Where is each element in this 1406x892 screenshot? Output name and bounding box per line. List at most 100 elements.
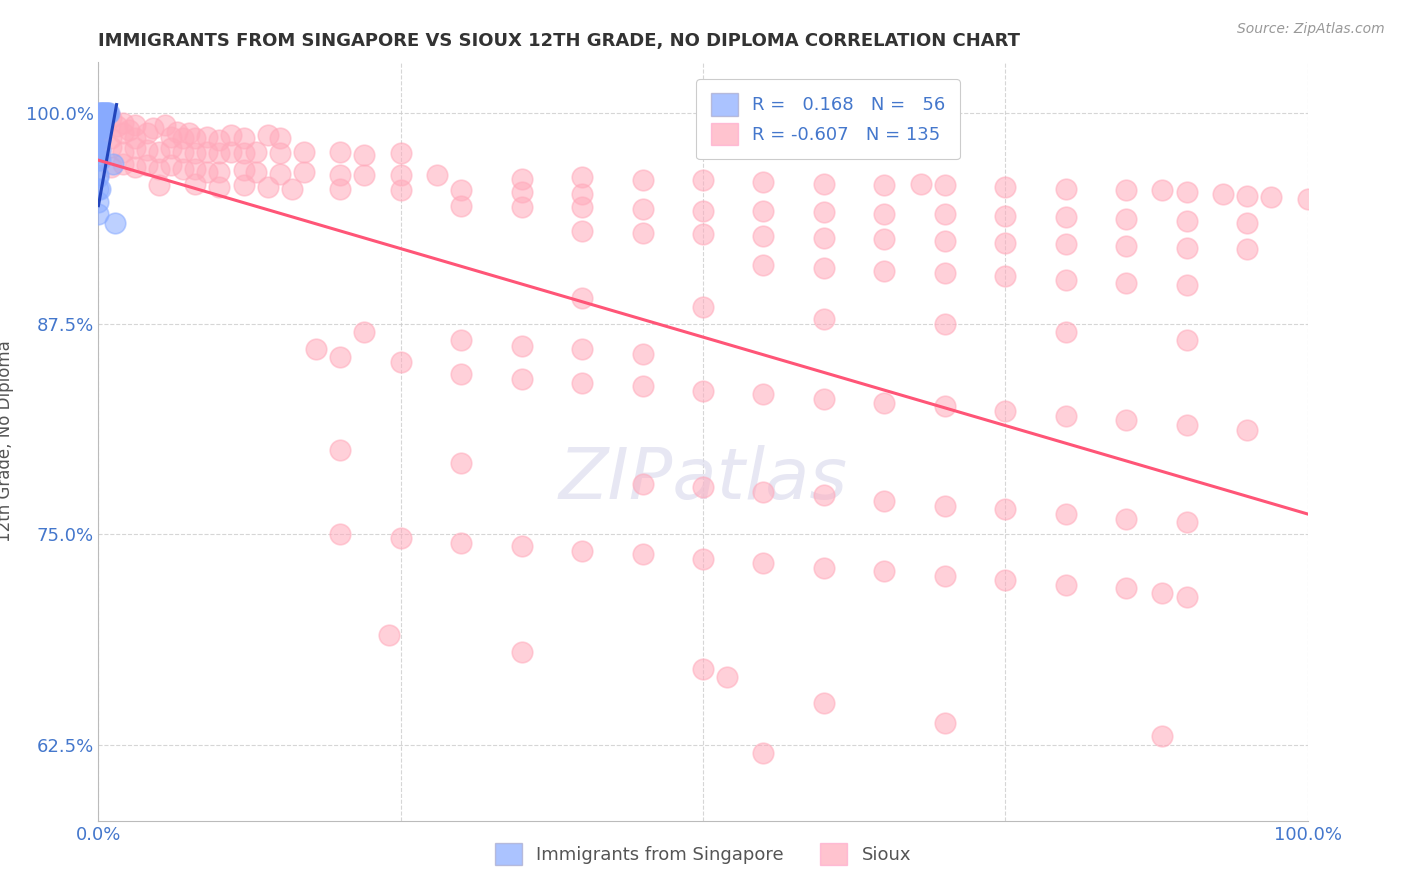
Point (994, 502, 1017, 516)
Point (195, 129, 218, 144)
Point (87, 169, 110, 183)
Point (89, 182, 111, 196)
Point (160, 129, 183, 144)
Point (195, 145, 218, 159)
Point (1175, 417, 1198, 432)
Point (1175, 185, 1198, 199)
Point (873, 493, 896, 508)
Point (389, 531, 412, 545)
Point (692, 300, 714, 314)
Point (692, 227, 714, 242)
Point (813, 488, 835, 502)
Point (329, 527, 352, 541)
Point (910, 177, 932, 191)
Text: IMMIGRANTS FROM SINGAPORE VS SIOUX 12TH GRADE, NO DIPLOMA CORRELATION CHART: IMMIGRANTS FROM SINGAPORE VS SIOUX 12TH … (98, 32, 1021, 50)
Point (450, 334, 472, 348)
Point (752, 203, 775, 218)
Point (1115, 581, 1137, 595)
Point (124, 131, 146, 145)
Point (934, 266, 956, 280)
Point (305, 342, 328, 356)
Point (1054, 211, 1077, 225)
Point (571, 200, 593, 214)
Point (631, 347, 654, 361)
Point (87, 153, 110, 168)
Point (87, 169, 110, 184)
Point (1212, 186, 1234, 201)
Point (1152, 730, 1174, 744)
Point (269, 131, 291, 145)
Point (269, 167, 291, 181)
Point (329, 182, 352, 196)
Point (571, 291, 593, 305)
Point (148, 145, 170, 159)
Point (87, 120, 110, 134)
Point (510, 171, 533, 186)
Point (87, 111, 110, 125)
Point (813, 230, 835, 244)
Point (994, 235, 1017, 250)
Point (87, 106, 110, 120)
Point (631, 476, 654, 491)
Point (148, 161, 170, 176)
Point (98, 106, 121, 120)
Point (1054, 507, 1077, 521)
Point (91, 120, 114, 134)
Point (184, 177, 207, 191)
Point (184, 131, 207, 145)
Point (153, 118, 176, 132)
Point (89, 118, 111, 132)
Point (89, 131, 111, 145)
Point (450, 367, 472, 381)
Text: ZIPatlas: ZIPatlas (558, 445, 848, 514)
Point (450, 199, 472, 213)
Point (692, 173, 714, 187)
Point (111, 145, 134, 159)
Point (97, 106, 120, 120)
Point (208, 133, 231, 147)
Point (89, 111, 111, 125)
Point (221, 145, 243, 159)
Point (281, 182, 304, 196)
Point (221, 128, 243, 142)
Point (96, 106, 118, 120)
Point (329, 442, 352, 457)
Point (232, 131, 254, 145)
Point (111, 116, 134, 130)
Point (100, 131, 122, 145)
Point (160, 158, 183, 172)
Point (135, 126, 157, 140)
Point (90, 108, 112, 122)
Point (100, 139, 122, 153)
Point (1260, 190, 1282, 204)
Point (571, 224, 593, 238)
Point (1175, 516, 1198, 530)
Point (89, 120, 111, 134)
Point (91, 106, 114, 120)
Point (142, 121, 165, 136)
Point (934, 499, 956, 513)
Point (1175, 334, 1198, 348)
Point (934, 317, 956, 331)
Point (87, 182, 110, 196)
Point (245, 165, 267, 179)
Point (813, 177, 835, 191)
Point (510, 372, 533, 386)
Point (91, 106, 114, 120)
Point (571, 342, 593, 356)
Point (256, 180, 278, 194)
Point (752, 556, 775, 570)
Point (172, 145, 194, 159)
Point (377, 628, 399, 642)
Point (87, 118, 110, 132)
Point (90, 121, 112, 136)
Point (1115, 184, 1137, 198)
Point (94, 106, 117, 120)
Point (87, 207, 110, 221)
Point (692, 552, 714, 566)
Point (172, 161, 194, 176)
Point (1054, 578, 1077, 592)
Point (389, 184, 412, 198)
Point (1054, 182, 1077, 196)
Point (256, 128, 278, 142)
